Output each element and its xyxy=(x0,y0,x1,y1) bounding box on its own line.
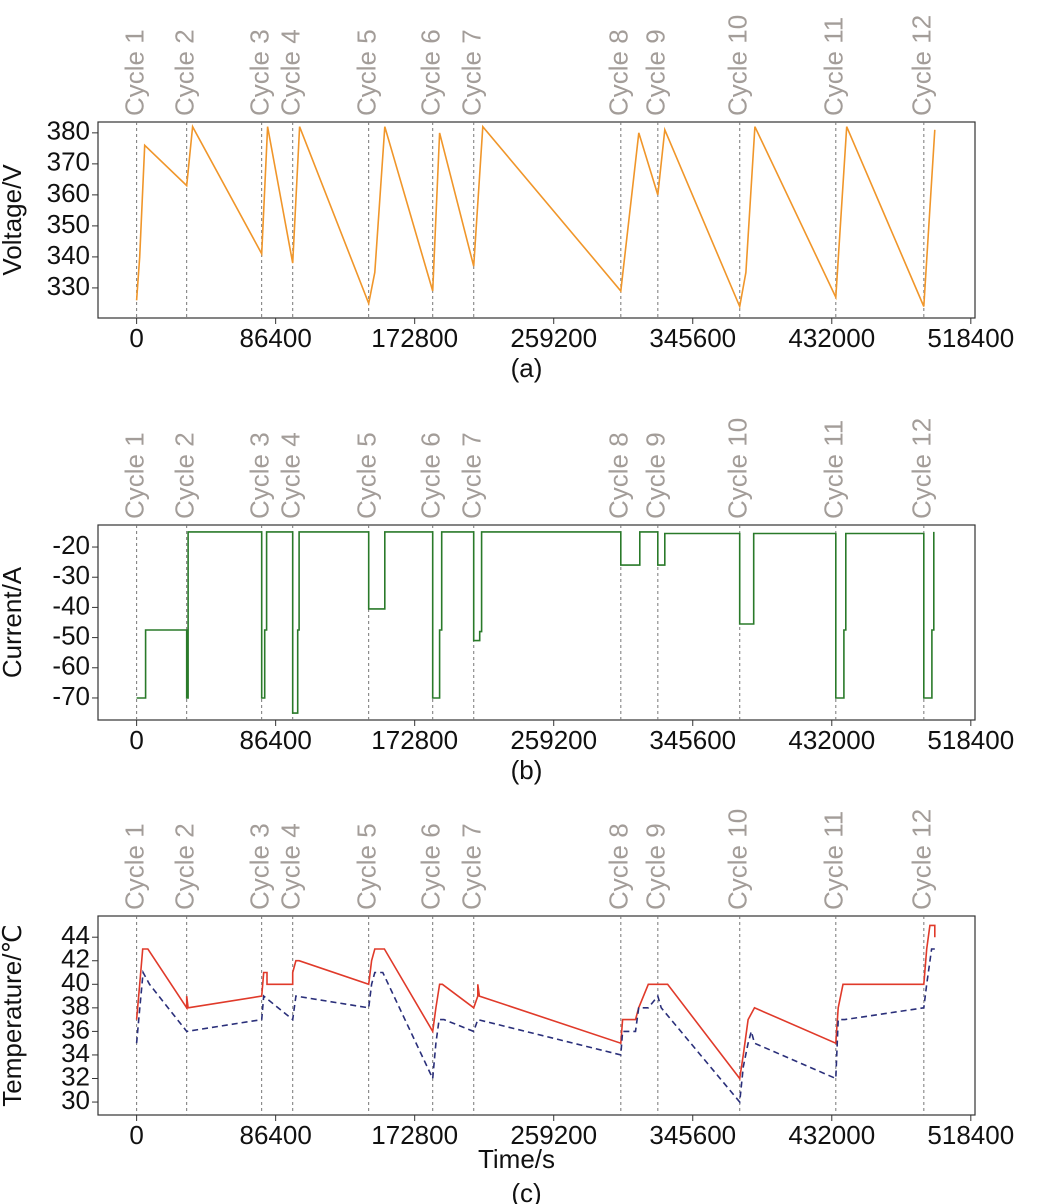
cycle-label: Cycle 7 xyxy=(457,823,487,910)
x-tick-label: 432000 xyxy=(788,323,875,353)
x-tick-label: 172800 xyxy=(371,725,458,755)
cycle-label: Cycle 2 xyxy=(170,29,200,116)
cycle-label: Cycle 6 xyxy=(416,823,446,910)
x-tick-label: 0 xyxy=(129,323,143,353)
cycle-label: Cycle 8 xyxy=(604,823,634,910)
cycle-label: Cycle 2 xyxy=(170,823,200,910)
cycle-label: Cycle 4 xyxy=(276,29,306,116)
x-tick-label: 518400 xyxy=(927,1120,1014,1150)
x-tick-label: 0 xyxy=(129,725,143,755)
data-line xyxy=(135,924,936,1081)
x-tick-label: 432000 xyxy=(788,1120,875,1150)
cycle-label: Cycle 5 xyxy=(352,823,382,910)
x-tick-label: 345600 xyxy=(649,725,736,755)
y-tick-label: 36 xyxy=(61,1014,90,1044)
cycle-label: Cycle 6 xyxy=(416,432,446,519)
y-tick-label: 34 xyxy=(61,1038,90,1068)
data-line xyxy=(135,124,936,310)
y-tick-label: 330 xyxy=(47,271,90,301)
x-tick-label: 345600 xyxy=(649,1120,736,1150)
panel: 0 86400 172800 259200 345600 432000 5184003303… xyxy=(0,15,1014,383)
cycle-label: Cycle 10 xyxy=(723,15,753,116)
plot-frame xyxy=(97,524,976,721)
y-tick-label: 360 xyxy=(47,178,90,208)
cycle-label: Cycle 9 xyxy=(641,29,671,116)
data-line xyxy=(136,531,935,714)
y-tick-label: 42 xyxy=(61,944,90,974)
y-tick-label: 340 xyxy=(47,240,90,270)
y-tick-label: 38 xyxy=(61,991,90,1021)
cycle-label: Cycle 7 xyxy=(457,432,487,519)
cycle-label: Cycle 9 xyxy=(641,432,671,519)
x-tick-label: 259200 xyxy=(510,323,597,353)
x-tick-label: 518400 xyxy=(927,725,1014,755)
y-tick-label: 30 xyxy=(61,1085,90,1115)
x-tick-label: 259200 xyxy=(510,725,597,755)
cycle-label: Cycle 5 xyxy=(352,29,382,116)
x-tick-label: 0 xyxy=(129,1120,143,1150)
panel: 0 86400 172800 259200 345600 432000 518400 3032… xyxy=(0,809,1014,1204)
plot-frame xyxy=(97,915,976,1116)
caption: (c) xyxy=(511,1178,541,1204)
data-line xyxy=(135,948,935,1104)
cycle-label: Cycle 8 xyxy=(604,29,634,116)
cycle-label: Cycle 3 xyxy=(245,823,275,910)
y-tick-label: -60 xyxy=(52,651,90,681)
cycle-label: Cycle 9 xyxy=(641,823,671,910)
panel: 0 86400 172800 259200 345600 432000 518400-70-… xyxy=(0,418,1014,785)
x-tick-label: 432000 xyxy=(788,725,875,755)
cycle-label: Cycle 12 xyxy=(907,418,937,519)
y-axis-label: Temperature/℃ xyxy=(0,924,27,1106)
y-tick-label: 40 xyxy=(61,967,90,997)
y-tick-label: 32 xyxy=(61,1061,90,1091)
cycle-label: Cycle 12 xyxy=(907,809,937,910)
cycle-label: Cycle 1 xyxy=(119,432,149,519)
cycle-label: Cycle 1 xyxy=(119,29,149,116)
x-tick-label: 518400 xyxy=(927,323,1014,353)
x-axis-label: Time/s xyxy=(478,1144,555,1174)
caption: (b) xyxy=(511,755,543,785)
cycle-label: Cycle 11 xyxy=(819,17,849,116)
cycle-label: Cycle 5 xyxy=(352,432,382,519)
cycle-label: Cycle 10 xyxy=(723,418,753,519)
y-tick-label: -70 xyxy=(52,681,90,711)
cycle-label: Cycle 12 xyxy=(907,15,937,116)
cycle-label: Cycle 1 xyxy=(119,823,149,910)
cycle-label: Cycle 10 xyxy=(723,809,753,910)
x-tick-label: 86400 xyxy=(239,1120,311,1150)
caption: (a) xyxy=(511,353,543,383)
cycle-label: Cycle 2 xyxy=(170,432,200,519)
cycle-label: Cycle 8 xyxy=(604,432,634,519)
y-tick-label: 380 xyxy=(47,116,90,146)
x-tick-label: 259200 xyxy=(510,1120,597,1150)
y-tick-label: -30 xyxy=(52,560,90,590)
cycle-label: Cycle 6 xyxy=(416,29,446,116)
x-tick-label: 172800 xyxy=(371,1120,458,1150)
cycle-label: Cycle 4 xyxy=(276,823,306,910)
cycle-label: Cycle 11 xyxy=(819,420,849,519)
cycle-label: Cycle 7 xyxy=(457,29,487,116)
x-tick-label: 172800 xyxy=(371,323,458,353)
cycle-label: Cycle 3 xyxy=(245,29,275,116)
x-tick-label: 345600 xyxy=(649,323,736,353)
y-tick-label: -50 xyxy=(52,620,90,650)
cycle-label: Cycle 4 xyxy=(276,432,306,519)
y-tick-label: 350 xyxy=(47,209,90,239)
y-tick-label: -40 xyxy=(52,590,90,620)
y-axis-label: Current/A xyxy=(0,566,27,678)
y-tick-label: 370 xyxy=(47,147,90,177)
cycle-label: Cycle 11 xyxy=(819,811,849,910)
cycle-label: Cycle 3 xyxy=(245,432,275,519)
x-tick-label: 86400 xyxy=(239,725,311,755)
plot-frame xyxy=(97,121,976,319)
y-tick-label: -20 xyxy=(52,530,90,560)
y-tick-label: 44 xyxy=(61,920,90,950)
x-tick-label: 86400 xyxy=(239,323,311,353)
y-axis-label: Voltage/V xyxy=(0,164,27,276)
